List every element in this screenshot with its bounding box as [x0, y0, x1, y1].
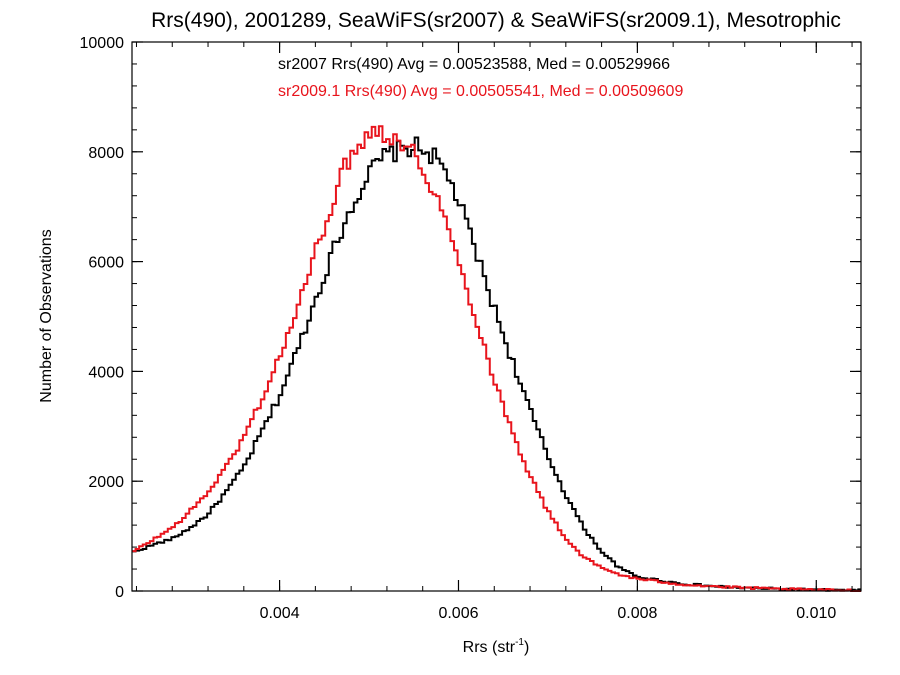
- y-tick-label: 8000: [88, 145, 124, 162]
- annotation-sr2007: sr2007 Rrs(490) Avg = 0.00523588, Med = …: [278, 56, 670, 73]
- x-tick-label: 0.004: [260, 605, 300, 622]
- plot-frame: [131, 41, 862, 592]
- y-tick-label: 0: [115, 584, 124, 601]
- x-axis-label: Rrs (str-1): [463, 637, 530, 656]
- series-layer: [132, 125, 861, 592]
- axis-layer: 0 2000 4000 6000 8000 10000 0.004 0.006 0.008 0.0…: [80, 35, 861, 622]
- x-tick-label: 0.008: [617, 605, 657, 622]
- y-tick-label: 6000: [88, 255, 124, 272]
- y-axis-label: Number of Observations: [38, 229, 55, 402]
- chart-title: Rrs(490), 2001289, SeaWiFS(sr2007) & Sea…: [151, 9, 841, 32]
- x-axis-label-main: Rrs (str: [463, 639, 516, 656]
- annotation-sr2009: sr2009.1 Rrs(490) Avg = 0.00505541, Med …: [278, 83, 683, 100]
- series-line-0: [132, 136, 861, 592]
- x-tick-label: 0.010: [796, 605, 836, 622]
- y-tick-label: 10000: [80, 35, 125, 52]
- x-axis-label-sup: -1: [515, 637, 524, 648]
- x-tick-label: 0.006: [438, 605, 478, 622]
- x-axis-label-end: ): [524, 639, 529, 656]
- y-tick-label: 2000: [88, 474, 124, 491]
- y-tick-label: 4000: [88, 364, 124, 381]
- series-line-1: [132, 125, 861, 592]
